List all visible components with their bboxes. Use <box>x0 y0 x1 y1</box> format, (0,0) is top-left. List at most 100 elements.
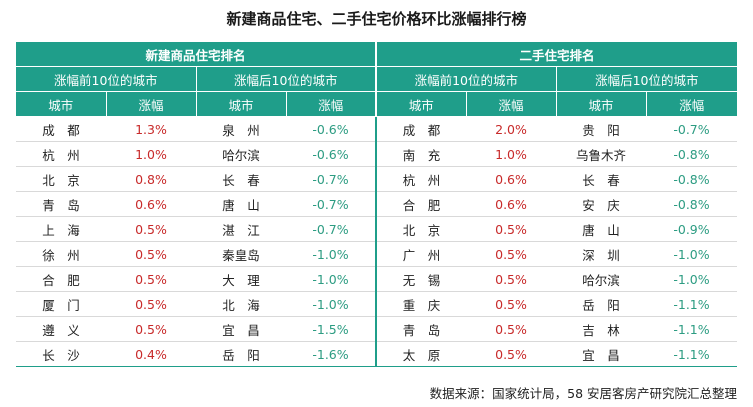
city-cell: 合 肥 <box>16 266 106 292</box>
change-cell: -0.6% <box>286 116 377 142</box>
city-cell: 青 岛 <box>375 316 467 342</box>
change-cell: 0.5% <box>106 241 196 267</box>
change-cell: 0.5% <box>106 291 196 317</box>
change-cell: -1.1% <box>646 341 738 367</box>
table-row: 成 都 1.3% 泉 州 -0.6% 成 都 2.0% 贵 阳 -0.7% <box>16 116 738 142</box>
change-cell: 0.6% <box>106 191 196 217</box>
change-cell: 0.8% <box>106 166 196 192</box>
city-cell: 长 沙 <box>16 341 106 367</box>
city-cell: 合 肥 <box>375 191 467 217</box>
city-cell: 杭 州 <box>16 141 106 167</box>
change-cell: 0.6% <box>466 191 557 217</box>
city-cell: 湛 江 <box>196 216 286 242</box>
change-cell: 0.5% <box>106 216 196 242</box>
change-cell: -1.1% <box>646 291 738 317</box>
table-row: 青 岛 0.6% 唐 山 -0.7% 合 肥 0.6% 安 庆 -0.8% <box>16 191 738 217</box>
change-cell: -0.8% <box>646 141 738 167</box>
column-header-change: 涨幅 <box>466 91 557 117</box>
change-cell: 0.5% <box>106 266 196 292</box>
column-header-city: 城市 <box>16 91 107 117</box>
city-cell: 唐 山 <box>196 191 286 217</box>
column-header-change: 涨幅 <box>286 91 377 117</box>
change-cell: -0.7% <box>646 116 738 142</box>
city-cell: 长 春 <box>556 166 647 192</box>
change-cell: 0.5% <box>466 266 557 292</box>
city-cell: 青 岛 <box>16 191 106 217</box>
change-cell: -1.0% <box>286 291 377 317</box>
change-cell: -1.5% <box>286 316 377 342</box>
city-cell: 长 春 <box>196 166 286 192</box>
city-cell: 杭 州 <box>375 166 467 192</box>
section-header-resale-homes: 二手住宅排名 <box>375 42 738 67</box>
city-cell: 泉 州 <box>196 116 286 142</box>
city-cell: 北 海 <box>196 291 286 317</box>
city-cell: 厦 门 <box>16 291 106 317</box>
table-row: 上 海 0.5% 湛 江 -0.7% 北 京 0.5% 唐 山 -0.9% <box>16 216 738 242</box>
subsection-header-new-bottom10: 涨幅后10位的城市 <box>196 66 377 92</box>
table-row: 遵 义 0.5% 宜 昌 -1.5% 青 岛 0.5% 吉 林 -1.1% <box>16 316 738 342</box>
change-cell: 1.3% <box>106 116 196 142</box>
table-row: 杭 州 1.0% 哈尔滨 -0.6% 南 充 1.0% 乌鲁木齐 -0.8% <box>16 141 738 167</box>
city-cell: 无 锡 <box>375 266 467 292</box>
city-cell: 成 都 <box>375 116 467 142</box>
column-header-city: 城市 <box>556 91 647 117</box>
change-cell: -0.7% <box>286 191 377 217</box>
change-cell: 1.0% <box>466 141 557 167</box>
change-cell: 0.5% <box>466 316 557 342</box>
change-cell: 0.6% <box>466 166 557 192</box>
subsection-header-resale-top10: 涨幅前10位的城市 <box>375 66 557 92</box>
city-cell: 岳 阳 <box>556 291 647 317</box>
subsection-header-new-top10: 涨幅前10位的城市 <box>16 66 197 92</box>
city-cell: 广 州 <box>375 241 467 267</box>
subsection-header-resale-bottom10: 涨幅后10位的城市 <box>556 66 738 92</box>
section-header-new-homes: 新建商品住宅排名 <box>16 42 377 67</box>
table-row: 徐 州 0.5% 秦皇岛 -1.0% 广 州 0.5% 深 圳 -1.0% <box>16 241 738 267</box>
change-cell: -1.0% <box>646 266 738 292</box>
table-row: 长 沙 0.4% 岳 阳 -1.6% 太 原 0.5% 宜 昌 -1.1% <box>16 341 738 367</box>
table-body: 成 都 1.3% 泉 州 -0.6% 成 都 2.0% 贵 阳 -0.7% 杭 … <box>16 116 738 367</box>
city-cell: 乌鲁木齐 <box>556 141 647 167</box>
change-cell: 0.4% <box>106 341 196 367</box>
city-cell: 大 理 <box>196 266 286 292</box>
change-cell: -1.0% <box>286 266 377 292</box>
city-cell: 贵 阳 <box>556 116 647 142</box>
city-cell: 上 海 <box>16 216 106 242</box>
data-source-note: 数据来源：国家统计局，58 安居客房产研究院汇总整理 <box>429 386 737 401</box>
price-ranking-table: 新建商品住宅排名 二手住宅排名 涨幅前10位的城市 涨幅后10位的城市 涨幅前1… <box>16 42 738 367</box>
change-cell: -0.7% <box>286 216 377 242</box>
table-row: 厦 门 0.5% 北 海 -1.0% 重 庆 0.5% 岳 阳 -1.1% <box>16 291 738 317</box>
column-header-city: 城市 <box>375 91 467 117</box>
city-cell: 吉 林 <box>556 316 647 342</box>
change-cell: 0.5% <box>466 216 557 242</box>
table-row: 北 京 0.8% 长 春 -0.7% 杭 州 0.6% 长 春 -0.8% <box>16 166 738 192</box>
city-cell: 南 充 <box>375 141 467 167</box>
city-cell: 成 都 <box>16 116 106 142</box>
change-cell: -0.6% <box>286 141 377 167</box>
table-row: 合 肥 0.5% 大 理 -1.0% 无 锡 0.5% 哈尔滨 -1.0% <box>16 266 738 292</box>
change-cell: -0.9% <box>646 216 738 242</box>
city-cell: 深 圳 <box>556 241 647 267</box>
column-header-change: 涨幅 <box>646 91 738 117</box>
column-header-city: 城市 <box>196 91 287 117</box>
change-cell: 0.5% <box>466 291 557 317</box>
city-cell: 北 京 <box>375 216 467 242</box>
city-cell: 重 庆 <box>375 291 467 317</box>
city-cell: 遵 义 <box>16 316 106 342</box>
city-cell: 哈尔滨 <box>556 266 647 292</box>
change-cell: -1.1% <box>646 316 738 342</box>
column-header-change: 涨幅 <box>106 91 197 117</box>
city-cell: 宜 昌 <box>556 341 647 367</box>
change-cell: 0.5% <box>466 241 557 267</box>
change-cell: -0.7% <box>286 166 377 192</box>
city-cell: 秦皇岛 <box>196 241 286 267</box>
city-cell: 安 庆 <box>556 191 647 217</box>
change-cell: -0.8% <box>646 166 738 192</box>
change-cell: 0.5% <box>466 341 557 367</box>
change-cell: -0.8% <box>646 191 738 217</box>
city-cell: 岳 阳 <box>196 341 286 367</box>
change-cell: -1.0% <box>286 241 377 267</box>
city-cell: 宜 昌 <box>196 316 286 342</box>
change-cell: 2.0% <box>466 116 557 142</box>
city-cell: 哈尔滨 <box>196 141 286 167</box>
city-cell: 北 京 <box>16 166 106 192</box>
